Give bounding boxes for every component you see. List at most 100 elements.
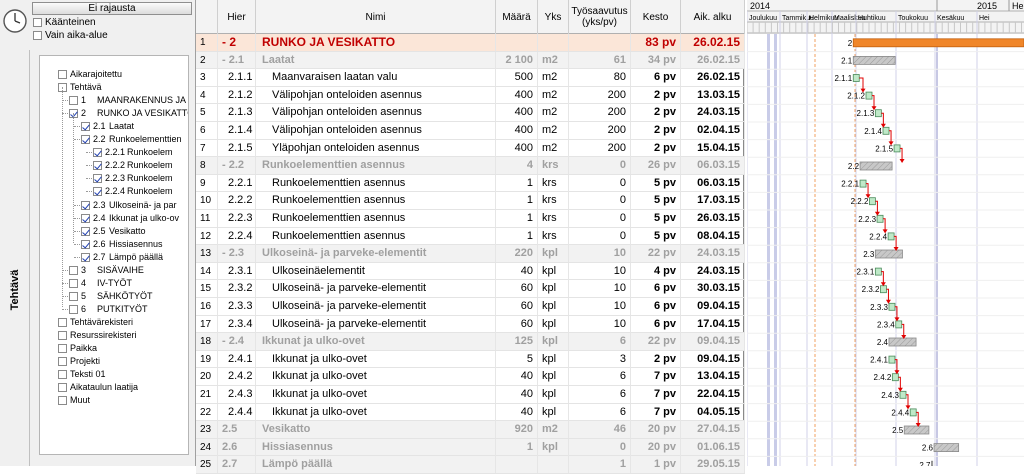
- col-name[interactable]: Nimi: [256, 0, 496, 34]
- cell-name[interactable]: Runkoelementtien asennus: [256, 192, 496, 210]
- tree-item[interactable]: 2.6 Hissiasennus: [81, 238, 163, 251]
- cell-duration[interactable]: 20 pv: [631, 421, 681, 439]
- cell-name[interactable]: Yläpohjan onteloiden asennus: [256, 139, 496, 157]
- cell-duration[interactable]: 6 pv: [631, 298, 681, 315]
- cell-name[interactable]: RUNKO JA VESIKATTO: [256, 34, 496, 51]
- cell-start[interactable]: 24.03.15: [681, 262, 745, 280]
- cell-hier[interactable]: 2.2.3: [218, 210, 256, 227]
- cell-hier[interactable]: 2.4.1: [218, 350, 256, 368]
- table-row[interactable]: 5 2.1.3 Välipohjan onteloiden asennus 400 m2…: [196, 104, 745, 122]
- cell-hier[interactable]: 2.1.4: [218, 122, 256, 139]
- table-row[interactable]: 11 2.2.3 Runkoelementtien asennus 1 krs 0 5 pv…: [196, 210, 745, 228]
- table-row[interactable]: 6 2.1.4 Välipohjan onteloiden asennus 400 m2…: [196, 122, 745, 140]
- cell-name[interactable]: Ikkunat ja ulko-ovet: [256, 386, 496, 403]
- table-row[interactable]: 20 2.4.2 Ikkunat ja ulko-ovet 40 kpl 6 7 pv 13.…: [196, 368, 745, 386]
- cell-duration[interactable]: 2 pv: [631, 86, 681, 104]
- cell-rownum[interactable]: 21: [196, 386, 218, 403]
- cell-start[interactable]: 27.04.15: [681, 421, 745, 439]
- time-range-only-checkbox[interactable]: [33, 31, 42, 40]
- tree-item[interactable]: 2.1 Laatat: [81, 120, 134, 133]
- cell-unit[interactable]: kpl: [538, 280, 569, 298]
- cell-qty[interactable]: 40: [496, 386, 538, 403]
- cell-name[interactable]: Välipohjan onteloiden asennus: [256, 86, 496, 104]
- cell-unit[interactable]: [538, 34, 569, 51]
- cell-rate[interactable]: 46: [569, 421, 631, 439]
- cell-duration[interactable]: 6 pv: [631, 315, 681, 333]
- cell-unit[interactable]: m2: [538, 139, 569, 157]
- cell-duration[interactable]: 83 pv: [631, 34, 681, 51]
- cell-unit[interactable]: kpl: [538, 262, 569, 280]
- cell-name[interactable]: Vesikatto: [256, 421, 496, 439]
- cell-rate[interactable]: 10: [569, 280, 631, 298]
- cell-unit[interactable]: kpl: [538, 403, 569, 421]
- tree-item[interactable]: Muut: [58, 394, 90, 407]
- cell-name[interactable]: Ulkoseinä- ja parveke-elementit: [256, 280, 496, 298]
- tree-item-checkbox[interactable]: [93, 187, 102, 197]
- cell-qty[interactable]: 500: [496, 69, 538, 87]
- cell-qty[interactable]: 400: [496, 122, 538, 139]
- cell-qty[interactable]: 2 100: [496, 51, 538, 69]
- cell-qty[interactable]: [496, 456, 538, 474]
- cell-qty[interactable]: 1: [496, 438, 538, 456]
- cell-duration[interactable]: 6 pv: [631, 280, 681, 298]
- cell-hier[interactable]: 2.2.2: [218, 192, 256, 210]
- cell-start[interactable]: 26.02.15: [681, 34, 745, 51]
- cell-rate[interactable]: 6: [569, 368, 631, 386]
- cell-rate[interactable]: 200: [569, 86, 631, 104]
- time-range-only-option[interactable]: Vain aika-alue: [33, 29, 108, 42]
- col-unit[interactable]: Yks: [538, 0, 569, 34]
- tree-item-checkbox[interactable]: [58, 396, 67, 406]
- cell-rownum[interactable]: 4: [196, 86, 218, 104]
- cell-rate[interactable]: 200: [569, 139, 631, 157]
- tree-item-checkbox[interactable]: [58, 70, 67, 79]
- cell-qty[interactable]: 40: [496, 262, 538, 280]
- cell-rownum[interactable]: 10: [196, 192, 218, 210]
- cell-name[interactable]: Runkoelementtien asennus: [256, 210, 496, 227]
- table-row[interactable]: 12 2.2.4 Runkoelementtien asennus 1 krs 0 5 pv…: [196, 227, 745, 246]
- tree-item-checkbox[interactable]: [69, 265, 78, 275]
- cell-qty[interactable]: 1: [496, 174, 538, 192]
- no-filter-button[interactable]: Ei rajausta: [32, 2, 192, 15]
- tree-item[interactable]: 1 MAANRAKENNUS JA: [69, 94, 186, 107]
- cell-duration[interactable]: 2 pv: [631, 350, 681, 368]
- table-row[interactable]: 2- 2.1 Laatat 2 100 m2 61 34 pv 26.02.15: [196, 51, 745, 70]
- cell-rate[interactable]: 3: [569, 350, 631, 368]
- cell-start[interactable]: 29.05.15: [681, 456, 745, 474]
- cell-start[interactable]: 06.03.15: [681, 174, 745, 192]
- cell-start[interactable]: 09.04.15: [681, 350, 745, 368]
- cell-rownum[interactable]: 1: [196, 34, 218, 51]
- tree-item-checkbox[interactable]: [81, 226, 90, 236]
- tree-item-checkbox[interactable]: [58, 383, 67, 393]
- table-row[interactable]: 22 2.4.4 Ikkunat ja ulko-ovet 40 kpl 6 7 pv 04.…: [196, 403, 745, 422]
- cell-unit[interactable]: kpl: [538, 350, 569, 368]
- cell-unit[interactable]: krs: [538, 174, 569, 192]
- cell-duration[interactable]: 6 pv: [631, 69, 681, 87]
- cell-name[interactable]: Välipohjan onteloiden asennus: [256, 122, 496, 139]
- cell-start[interactable]: 01.06.15: [681, 438, 745, 456]
- table-row[interactable]: 4 2.1.2 Välipohjan onteloiden asennus 400 m2…: [196, 86, 745, 105]
- reverse-checkbox[interactable]: [33, 18, 42, 27]
- tree-item-checkbox[interactable]: [58, 344, 67, 354]
- cell-duration[interactable]: 26 pv: [631, 157, 681, 175]
- cell-rate[interactable]: 6: [569, 403, 631, 421]
- tree-item[interactable]: Aikarajoitettu: [58, 68, 122, 81]
- cell-unit[interactable]: krs: [538, 192, 569, 210]
- tree-item[interactable]: 2.2.4 Runkoelem: [93, 185, 173, 198]
- cell-start[interactable]: 04.05.15: [681, 403, 745, 421]
- cell-rate[interactable]: 0: [569, 192, 631, 210]
- tree-item-checkbox[interactable]: [69, 291, 78, 301]
- cell-rate[interactable]: 80: [569, 69, 631, 87]
- cell-qty[interactable]: 1: [496, 210, 538, 227]
- cell-rownum[interactable]: 11: [196, 210, 218, 227]
- cell-unit[interactable]: kpl: [538, 245, 569, 263]
- table-row[interactable]: 24 2.6 Hissiasennus 1 kpl 0 20 pv 01.06.15: [196, 438, 745, 457]
- cell-hier[interactable]: 2.3.2: [218, 280, 256, 298]
- cell-rownum[interactable]: 14: [196, 262, 218, 280]
- tree-item-checkbox[interactable]: [93, 174, 102, 184]
- cell-qty[interactable]: 5: [496, 350, 538, 368]
- tree-item[interactable]: 2.3 Ulkoseinä- ja par: [81, 199, 177, 212]
- cell-hier[interactable]: 2.1.3: [218, 104, 256, 122]
- tree-item[interactable]: Tehtävärekisteri: [58, 316, 133, 329]
- cell-rownum[interactable]: 24: [196, 438, 218, 456]
- cell-qty[interactable]: 1: [496, 227, 538, 245]
